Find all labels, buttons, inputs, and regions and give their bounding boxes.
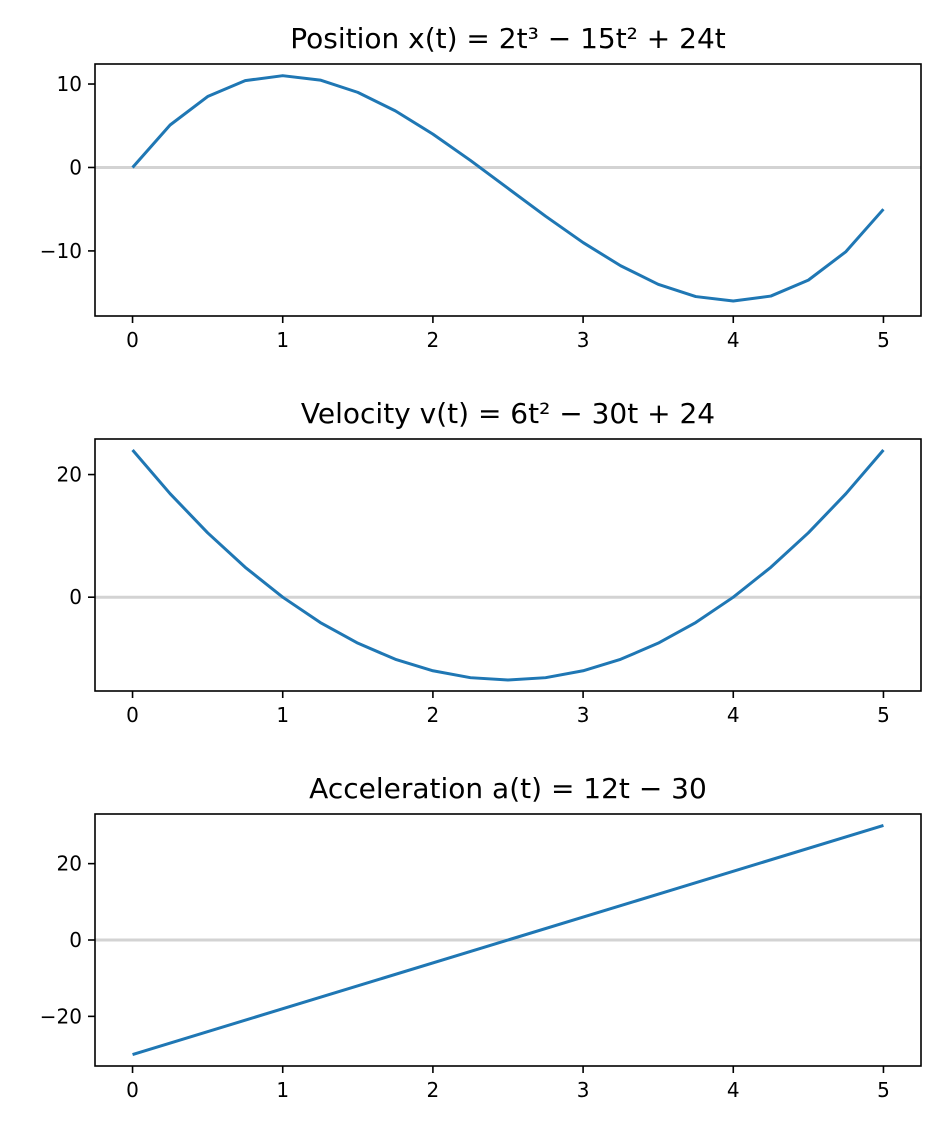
acceleration-y-tick-label: 20: [57, 852, 82, 876]
position-y-tick-label: −10: [40, 239, 82, 263]
velocity-x-tick-label: 5: [877, 703, 890, 727]
velocity-x-tick-label: 1: [276, 703, 289, 727]
position-x-tick-label: 2: [427, 328, 440, 352]
position-x-tick-label: 4: [727, 328, 740, 352]
acceleration-x-tick-label: 2: [427, 1078, 440, 1102]
acceleration-series-line: [132, 824, 884, 1056]
velocity-x-tick-label: 3: [577, 703, 590, 727]
acceleration-y-tick-label: −20: [40, 1004, 82, 1028]
velocity-x-tick-label: 2: [427, 703, 440, 727]
position-x-tick-label: 3: [577, 328, 590, 352]
velocity-title: Velocity v(t) = 6t² − 30t + 24: [301, 397, 715, 430]
velocity-y-tick-label: 0: [69, 585, 82, 609]
velocity-x-tick-label: 4: [727, 703, 740, 727]
acceleration-x-tick-label: 5: [877, 1078, 890, 1102]
acceleration-x-tick-label: 3: [577, 1078, 590, 1102]
position-series-line: [131, 74, 885, 303]
velocity-y-tick-label: 20: [57, 463, 82, 487]
position-y-tick-label: 0: [69, 155, 82, 179]
acceleration-title: Acceleration a(t) = 12t − 30: [309, 772, 707, 805]
position-axes-frame: [94, 63, 922, 317]
acceleration-x-tick-label: 0: [126, 1078, 139, 1102]
velocity-x-tick-label: 0: [126, 703, 139, 727]
velocity-panel: Velocity v(t) = 6t² − 30t + 24 0 1 2 3 4 5 20 0: [57, 397, 922, 727]
position-x-tick-label: 0: [126, 328, 139, 352]
position-panel: Position x(t) = 2t³ − 15t² + 24t 0 1 2 3 4 5 10…: [40, 22, 922, 352]
position-y-tick-label: 10: [57, 72, 82, 96]
acceleration-x-tick-label: 4: [727, 1078, 740, 1102]
position-title: Position x(t) = 2t³ − 15t² + 24t: [290, 22, 726, 55]
position-x-tick-label: 1: [276, 328, 289, 352]
velocity-series-line: [131, 449, 885, 682]
velocity-axes-frame: [94, 438, 922, 692]
acceleration-panel: Acceleration a(t) = 12t − 30 0 1 2 3 4 5 20 0 −20: [40, 772, 922, 1102]
position-x-tick-label: 5: [877, 328, 890, 352]
acceleration-x-tick-label: 1: [276, 1078, 289, 1102]
acceleration-y-tick-label: 0: [69, 928, 82, 952]
